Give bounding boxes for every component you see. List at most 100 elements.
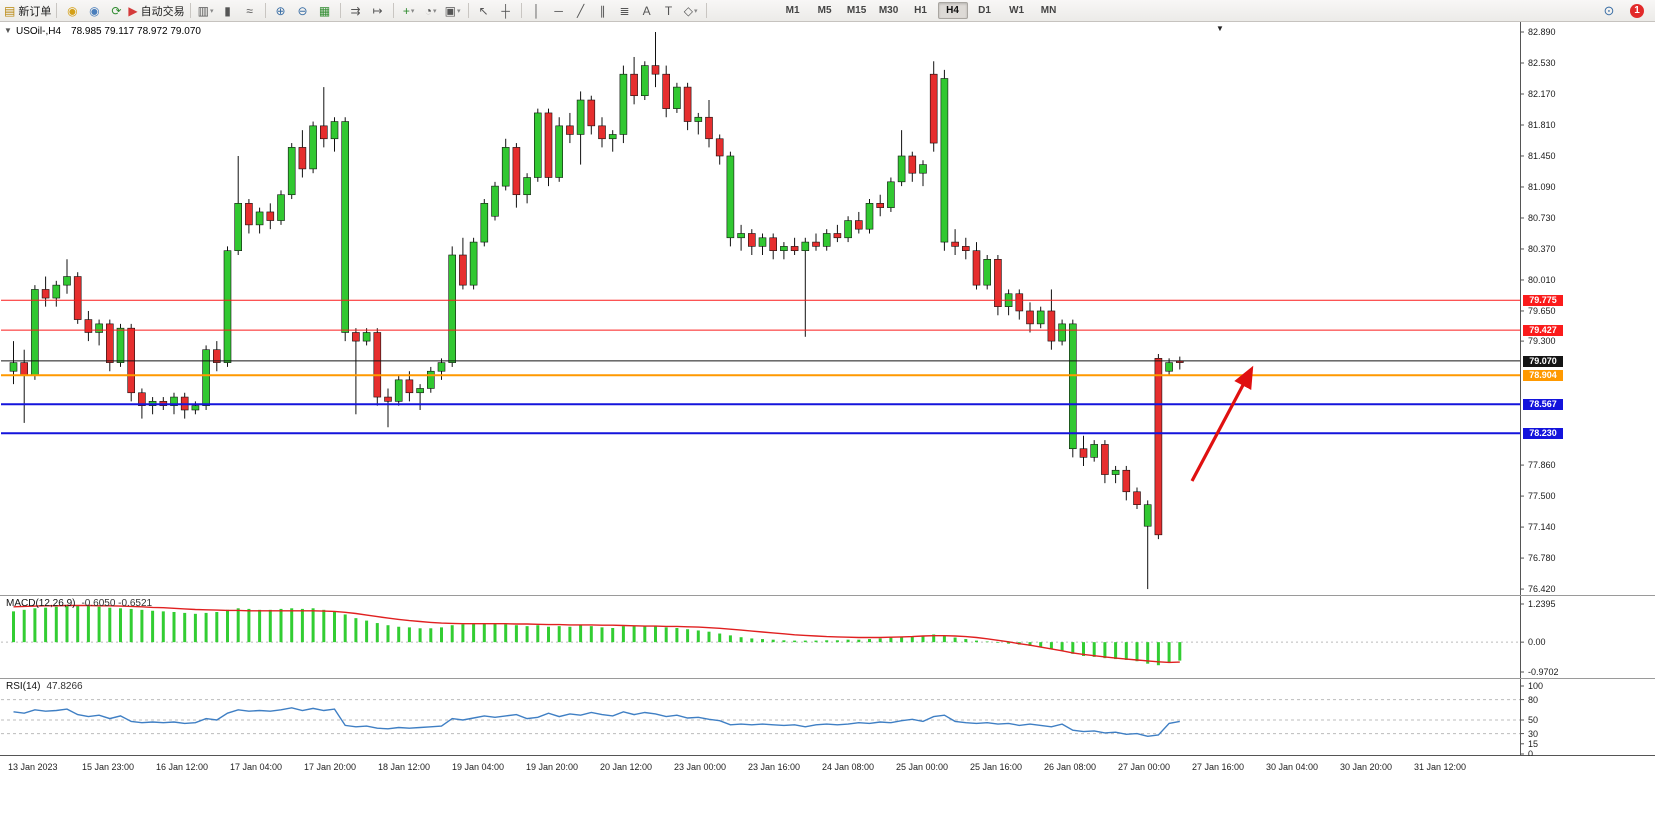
chart-shift-marker-icon[interactable]: ▼: [1216, 24, 1224, 33]
auto-scroll-icon[interactable]: ⇉: [346, 2, 366, 20]
vertical-line-icon[interactable]: │: [527, 2, 547, 20]
cursor-icon-glyph: ↖: [478, 3, 489, 18]
time-axis-label: 19 Jan 20:00: [526, 762, 579, 772]
timeframe-m30[interactable]: M30: [878, 5, 899, 16]
toolbar-separator: [339, 3, 341, 18]
toolbar-separator: [264, 3, 266, 18]
timeframe-w1[interactable]: W1: [1009, 5, 1025, 16]
new-chart-icon[interactable]: + ▾: [399, 2, 419, 20]
time-axis-label: 19 Jan 04:00: [452, 762, 505, 772]
auto-scroll-icon-glyph: ⇉: [350, 3, 361, 18]
periods-icon[interactable]: ◔ ▾: [421, 2, 441, 20]
timeframe-h1[interactable]: H1: [914, 5, 927, 16]
periods-icon-glyph: ◔: [424, 3, 432, 18]
shapes-icon[interactable]: ◇ ▾: [681, 2, 701, 20]
time-axis-label: 27 Jan 16:00: [1192, 762, 1245, 772]
timeframe-m5[interactable]: M5: [817, 5, 832, 16]
price-axis-label: 80.010: [1528, 274, 1556, 285]
timeframe-m1[interactable]: M1: [785, 5, 800, 16]
snapshot-icon[interactable]: ▣ ▾: [443, 2, 463, 20]
time-axis[interactable]: 13 Jan 2023 15 Jan 23:00 16 Jan 12:00 17 Ja…: [0, 756, 1655, 824]
price-axis-label: 77.500: [1528, 491, 1556, 502]
chart-candles-icon[interactable]: ▮: [218, 2, 238, 20]
price-line-badge: 79.427: [1523, 325, 1563, 337]
horizontal-line-icon-glyph: ─: [554, 3, 563, 18]
price-axis-label: 82.530: [1528, 57, 1556, 68]
search-icon-glyph: ⊙: [1603, 2, 1615, 18]
text-icon[interactable]: A: [637, 2, 657, 20]
chart-line-icon-glyph: ≈: [246, 3, 253, 18]
text-icon-glyph: A: [642, 3, 651, 18]
timeframe-d1[interactable]: D1: [978, 5, 991, 16]
rsi-scale-label: 80: [1528, 694, 1539, 705]
rsi-scale-label: 15: [1528, 738, 1539, 749]
price-axis-label: 76.780: [1528, 553, 1556, 564]
refresh-icon[interactable]: ⟳: [106, 2, 126, 20]
chart-candles-icon-glyph: ▮: [224, 3, 231, 18]
search-icon[interactable]: ⊙: [1599, 2, 1619, 20]
price-axis-label: 76.420: [1528, 584, 1556, 595]
cursor-icon[interactable]: ↖: [474, 2, 494, 20]
price-line-badge: 78.904: [1523, 370, 1563, 382]
time-axis-label: 25 Jan 00:00: [896, 762, 949, 772]
label-icon-glyph: T: [664, 3, 673, 18]
crosshair-icon-glyph: ┼: [501, 3, 510, 18]
chart-bars-icon[interactable]: ▥ ▾: [196, 2, 216, 20]
price-axis-label: 77.140: [1528, 522, 1556, 533]
toolbar: ▤ 新订单 ◉ ◉ ⟳ ▶ 自动交易 ▥ ▾ ▮ ≈ ⊕ ⊖ ▦ ⇉ ↦ + ▾ ◔ ▾ ▣ ▾ ↖ ┼ │ ─ ╱ ∥ ≣ A T ◇ ▾ M…: [0, 0, 1655, 22]
tile-windows-icon[interactable]: ▦: [315, 2, 335, 20]
time-axis-label: 31 Jan 12:00: [1414, 762, 1467, 772]
chart-line-icon[interactable]: ≈: [240, 2, 260, 20]
chart-shift-icon[interactable]: ↦: [368, 2, 388, 20]
macd-scale-label: 1.2395: [1528, 599, 1556, 609]
funds-icon[interactable]: ◉: [62, 2, 82, 20]
time-axis-label: 18 Jan 12:00: [378, 762, 431, 772]
price-axis-label: 82.890: [1528, 27, 1556, 37]
crosshair-icon[interactable]: ┼: [496, 2, 516, 20]
timeframe-h4[interactable]: H4: [937, 2, 968, 19]
new-order-button[interactable]: ▤ 新订单: [4, 2, 51, 20]
time-axis-label: 23 Jan 16:00: [748, 762, 801, 772]
price-line-badge: 78.230: [1523, 428, 1563, 440]
price-axis-label: 79.650: [1528, 305, 1556, 316]
zoom-in-icon[interactable]: ⊕: [271, 2, 291, 20]
notification-badge[interactable]: 1: [1630, 3, 1644, 18]
rsi-name: RSI(14): [6, 681, 41, 692]
timeframe-m15[interactable]: M15: [846, 5, 867, 16]
new-chart-icon-glyph: +: [402, 3, 410, 18]
trendline-icon[interactable]: ╱: [571, 2, 591, 20]
new-order-button-glyph: ▤: [4, 3, 16, 18]
rsi-scale-label: 30: [1528, 728, 1539, 739]
chart-shift-icon-glyph: ↦: [372, 3, 383, 18]
toolbar-right-group: ⊙ 1: [1598, 2, 1644, 20]
chart-bars-icon-glyph: ▥: [197, 3, 209, 18]
time-axis-label: 17 Jan 04:00: [230, 762, 283, 772]
one-click-trading-arrow-icon[interactable]: ▼: [4, 26, 12, 35]
tile-windows-icon-glyph: ▦: [318, 3, 331, 18]
autotrade-button[interactable]: ▶ 自动交易: [128, 2, 184, 20]
horizontal-line-icon[interactable]: ─: [549, 2, 569, 20]
timeframe-mn[interactable]: MN: [1040, 5, 1057, 16]
macd-scale-label: 0.00: [1528, 637, 1546, 648]
time-axis-label: 17 Jan 20:00: [304, 762, 357, 772]
rsi-scale-label: 0: [1528, 749, 1534, 759]
rsi-indicator-label: RSI(14) 47.8266: [6, 681, 83, 692]
community-icon[interactable]: ◉: [84, 2, 104, 20]
label-icon[interactable]: T: [659, 2, 679, 20]
channel-icon[interactable]: ∥: [593, 2, 613, 20]
shapes-icon-glyph: ◇: [683, 3, 693, 18]
price-axis-label: 81.090: [1528, 181, 1556, 192]
toolbar-separator: [705, 3, 707, 18]
zoom-out-icon[interactable]: ⊖: [293, 2, 313, 20]
price-axis-label: 77.860: [1528, 460, 1556, 471]
fibonacci-icon[interactable]: ≣: [615, 2, 635, 20]
time-axis-label: 27 Jan 00:00: [1118, 762, 1171, 772]
refresh-icon-glyph: ⟳: [111, 3, 122, 18]
toolbar-separator: [189, 3, 191, 18]
price-axis[interactable]: 82.890 82.530 82.170 81.810 81.450 81.090 80.7…: [1521, 22, 1655, 759]
time-axis-label: 15 Jan 23:00: [82, 762, 135, 772]
price-line-badge: 78.567: [1523, 399, 1563, 411]
time-axis-label: 24 Jan 08:00: [822, 762, 875, 772]
rsi-scale-label: 100: [1528, 681, 1544, 691]
